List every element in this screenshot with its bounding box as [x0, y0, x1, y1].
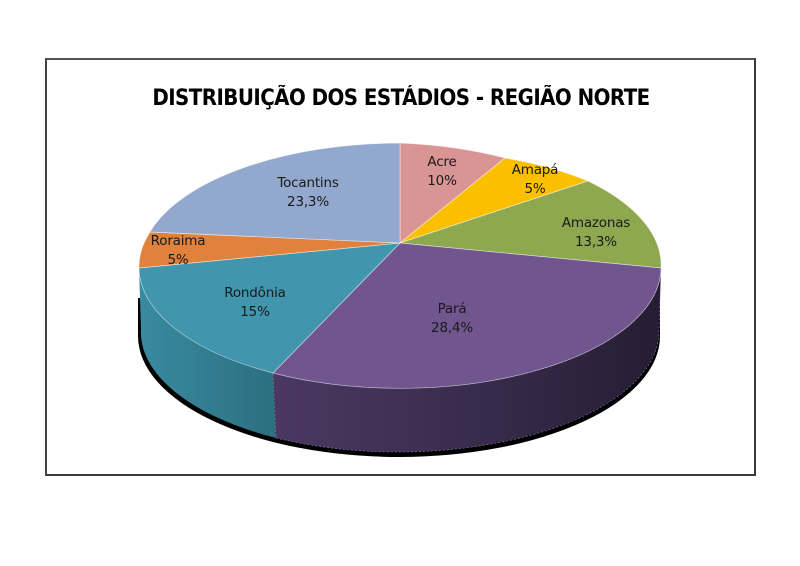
label-roraima: Roraima 5% — [151, 232, 206, 270]
label-acre-pct: 10% — [427, 173, 457, 189]
pie-top — [138, 142, 662, 389]
label-tocantins-name: Tocantins — [277, 175, 339, 191]
label-rondonia: Rondônia 15% — [224, 284, 286, 322]
label-amapa-name: Amapá — [511, 162, 559, 178]
label-roraima-pct: 5% — [167, 252, 189, 268]
slice-side-para — [272, 267, 662, 453]
slice-acre[interactable] — [399, 142, 506, 244]
label-para-name: Pará — [437, 301, 467, 317]
slice-para[interactable] — [272, 242, 662, 389]
slice-amazonas[interactable] — [399, 180, 662, 269]
label-para: Pará 28,4% — [431, 300, 473, 338]
chart-title: DISTRIBUIÇÃO DOS ESTÁDIOS - REGIÃO NORTE — [152, 86, 650, 111]
slice-rondonia[interactable] — [138, 242, 401, 374]
label-roraima-name: Roraima — [150, 233, 206, 249]
label-acre-name: Acre — [427, 154, 457, 170]
label-amazonas-pct: 13,3% — [575, 234, 617, 250]
label-rondonia-pct: 15% — [240, 304, 270, 320]
label-amazonas: Amazonas 13,3% — [562, 214, 630, 252]
label-para-pct: 28,4% — [431, 320, 473, 336]
label-tocantins-pct: 23,3% — [287, 194, 329, 210]
label-rondonia-name: Rondônia — [224, 285, 286, 301]
label-acre: Acre 10% — [427, 153, 457, 191]
label-tocantins: Tocantins 23,3% — [277, 174, 338, 212]
slice-tocantins[interactable] — [149, 142, 401, 244]
label-amapa: Amapá 5% — [512, 161, 559, 199]
slice-side-rondonia — [139, 268, 276, 438]
label-amazonas-name: Amazonas — [561, 215, 631, 231]
label-amapa-pct: 5% — [524, 181, 546, 197]
